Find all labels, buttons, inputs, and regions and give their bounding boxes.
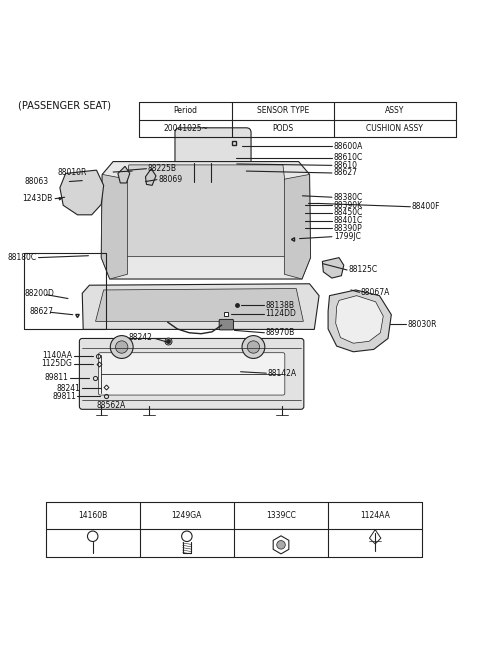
- Polygon shape: [82, 284, 319, 329]
- FancyBboxPatch shape: [219, 319, 233, 330]
- Text: 88200D: 88200D: [24, 289, 54, 298]
- Text: 88390P: 88390P: [334, 224, 362, 233]
- Text: 1125DG: 1125DG: [41, 359, 72, 368]
- Polygon shape: [101, 161, 311, 279]
- Text: 88401C: 88401C: [334, 216, 363, 225]
- Circle shape: [247, 341, 260, 353]
- FancyBboxPatch shape: [79, 338, 304, 409]
- Circle shape: [116, 341, 128, 353]
- Text: 88225B: 88225B: [147, 164, 176, 173]
- Text: 1124AA: 1124AA: [360, 511, 390, 520]
- Polygon shape: [118, 167, 130, 183]
- Text: 89811: 89811: [45, 373, 69, 382]
- Text: 88400F: 88400F: [412, 202, 440, 211]
- Circle shape: [87, 531, 98, 541]
- Text: 88627: 88627: [334, 169, 358, 178]
- Text: 88610C: 88610C: [334, 154, 363, 162]
- Polygon shape: [96, 289, 303, 321]
- Text: PODS: PODS: [273, 124, 294, 133]
- Text: 88142A: 88142A: [268, 369, 297, 378]
- Circle shape: [110, 336, 133, 358]
- Text: 88242: 88242: [128, 333, 152, 342]
- Text: (PASSENGER SEAT): (PASSENGER SEAT): [18, 101, 111, 111]
- Text: 88600A: 88600A: [334, 142, 363, 151]
- Text: 88610: 88610: [334, 161, 358, 170]
- Text: Period: Period: [174, 106, 198, 115]
- Polygon shape: [273, 536, 289, 554]
- Text: 88180C: 88180C: [8, 253, 37, 262]
- FancyBboxPatch shape: [175, 128, 251, 167]
- Text: 88450C: 88450C: [334, 209, 363, 217]
- Text: 88010R: 88010R: [58, 167, 87, 176]
- Polygon shape: [145, 169, 156, 186]
- Text: 88390K: 88390K: [334, 201, 363, 210]
- Text: 1243DB: 1243DB: [23, 194, 53, 203]
- Circle shape: [277, 541, 285, 549]
- Text: 14160B: 14160B: [78, 511, 108, 520]
- Polygon shape: [284, 174, 311, 279]
- Text: 88067A: 88067A: [360, 288, 390, 297]
- Text: 88030R: 88030R: [407, 319, 436, 329]
- Text: 1140AA: 1140AA: [42, 351, 72, 360]
- Text: 88562A: 88562A: [96, 401, 126, 409]
- Text: 1249GA: 1249GA: [172, 511, 202, 520]
- Text: 20041025~: 20041025~: [163, 124, 208, 133]
- Polygon shape: [118, 165, 294, 256]
- Polygon shape: [101, 174, 127, 279]
- Text: 88380C: 88380C: [334, 193, 363, 202]
- Text: ASSY: ASSY: [385, 106, 405, 115]
- Text: SENSOR TYPE: SENSOR TYPE: [257, 106, 309, 115]
- Polygon shape: [60, 170, 104, 215]
- Text: CUSHION ASSY: CUSHION ASSY: [366, 124, 423, 133]
- Text: 88063: 88063: [25, 177, 49, 186]
- Text: 88970B: 88970B: [265, 328, 295, 337]
- Text: 1339CC: 1339CC: [266, 511, 296, 520]
- Text: 88138B: 88138B: [265, 300, 294, 310]
- Polygon shape: [328, 290, 391, 352]
- Polygon shape: [323, 258, 344, 278]
- Polygon shape: [370, 529, 381, 544]
- Text: 88125C: 88125C: [348, 266, 378, 274]
- Text: 88241: 88241: [57, 384, 81, 393]
- Circle shape: [242, 336, 265, 358]
- FancyBboxPatch shape: [98, 353, 285, 395]
- Circle shape: [181, 531, 192, 541]
- Text: 88627: 88627: [30, 307, 54, 316]
- Polygon shape: [336, 296, 383, 343]
- Text: 89811: 89811: [52, 392, 76, 401]
- Text: 1799JC: 1799JC: [334, 232, 360, 241]
- Text: 1124DD: 1124DD: [265, 309, 296, 318]
- Text: 88069: 88069: [158, 175, 182, 184]
